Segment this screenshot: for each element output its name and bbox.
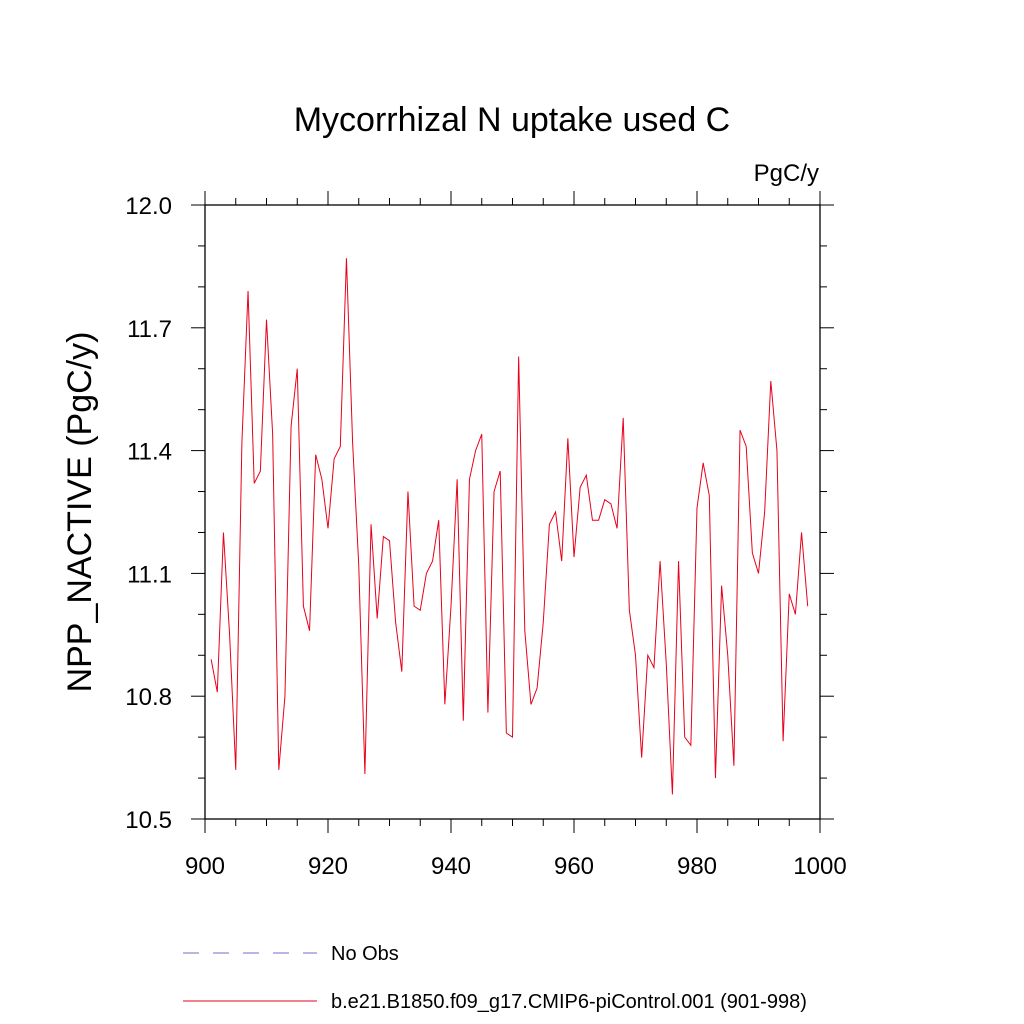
y-tick-label: 11.7	[127, 316, 172, 343]
x-tick-label: 1000	[793, 853, 846, 880]
x-tick-label: 900	[185, 853, 225, 880]
y-tick-label: 11.1	[127, 561, 172, 588]
series-line-1	[210, 258, 809, 795]
units-label: PgC/y	[754, 160, 819, 187]
x-tick-label: 980	[677, 853, 717, 880]
x-tick-label: 920	[308, 853, 348, 880]
y-tick-label: 11.4	[127, 439, 172, 466]
plot-frame	[204, 204, 821, 820]
legend-label-picontrol: b.e21.B1850.f09_g17.CMIP6-piControl.001 …	[331, 991, 807, 1013]
y-tick-label: 12.0	[125, 193, 172, 220]
series-layer	[210, 258, 809, 795]
x-tick-label: 940	[431, 853, 471, 880]
chart-title: Mycorrhizal N uptake used C	[294, 101, 731, 139]
legend: No Obs b.e21.B1850.f09_g17.CMIP6-piContr…	[183, 943, 807, 1013]
x-tick-label: 960	[554, 853, 594, 880]
y-tick-label: 10.5	[125, 807, 172, 834]
legend-label-no-obs: No Obs	[331, 943, 399, 965]
axis-tick-labels: 900 920 940 960 980 1000 10.5 10.8 11.1 11.4 11.7 1…	[125, 193, 846, 880]
y-tick-label: 10.8	[125, 684, 172, 711]
axis-ticks	[191, 191, 834, 833]
y-axis-label: NPP_NACTIVE (PgC/y)	[61, 332, 99, 693]
